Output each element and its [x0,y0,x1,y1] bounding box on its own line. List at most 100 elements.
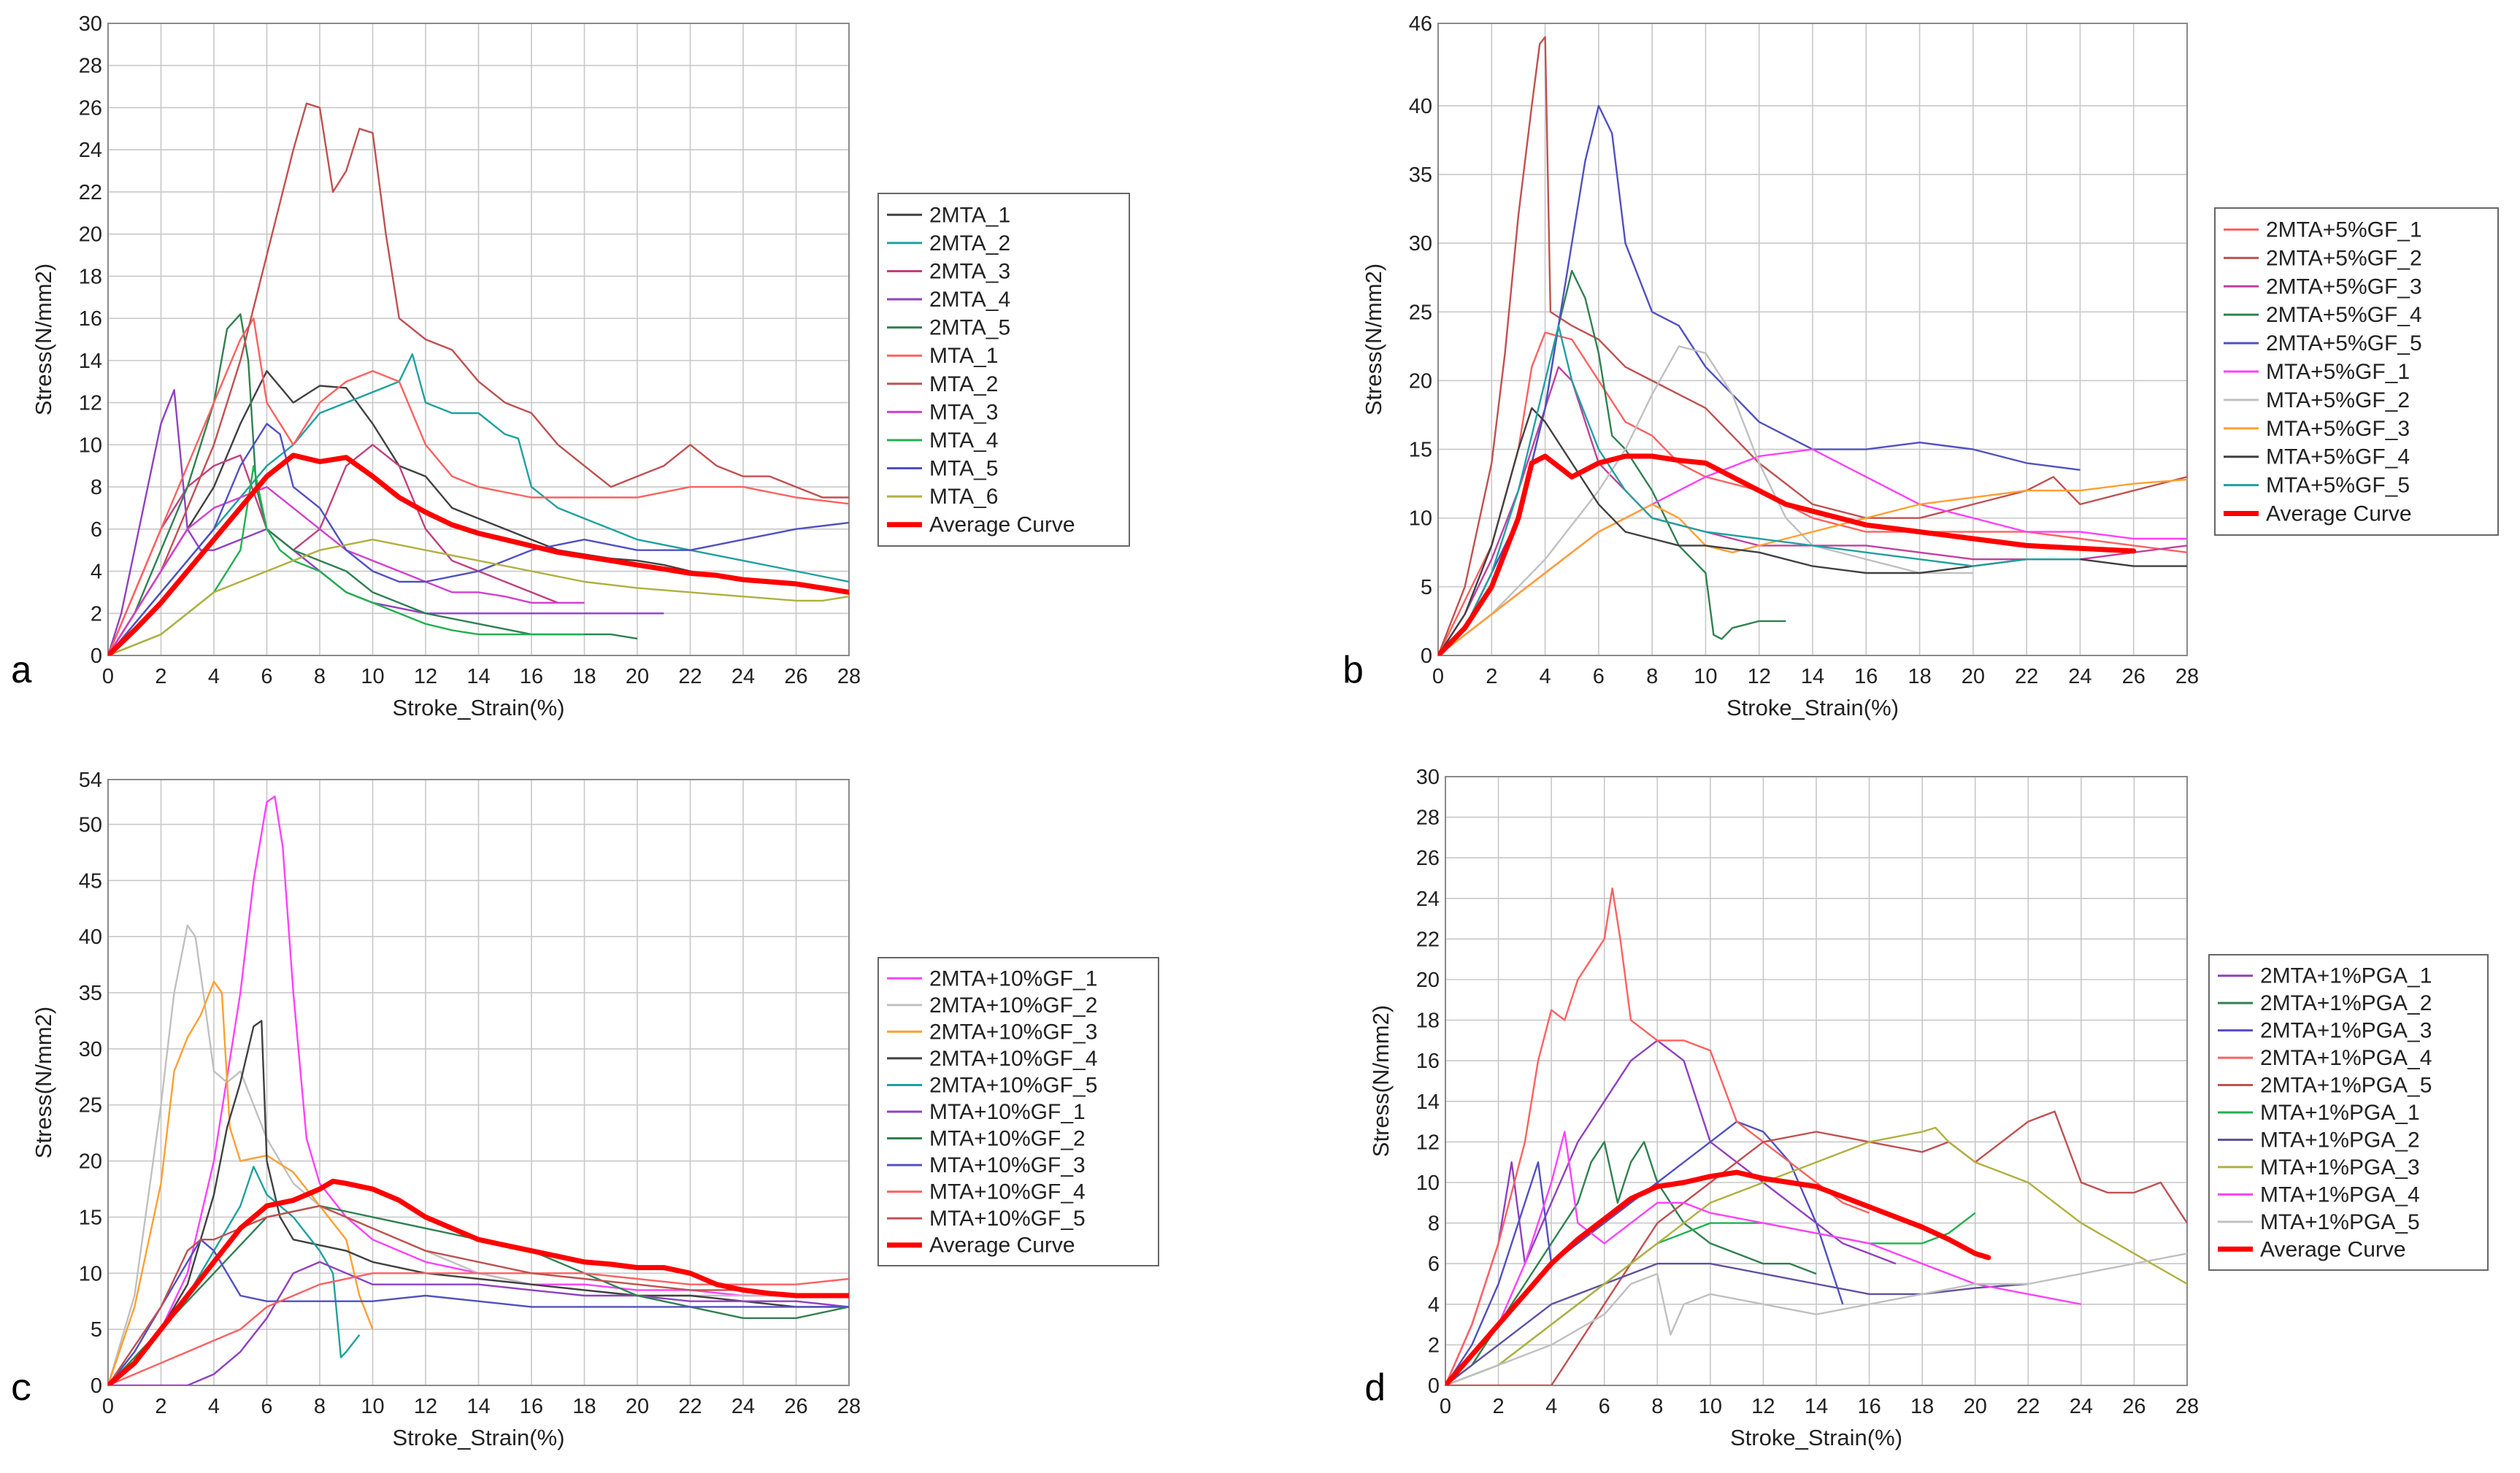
x-tick-label: 2 [1493,1395,1505,1418]
y-tick-label: 5 [91,1318,102,1342]
y-tick-label: 15 [79,1206,102,1229]
legend-entry: MTA+1%PGA_5 [2260,1210,2420,1234]
series-line [108,353,849,655]
x-tick-label: 6 [1593,665,1605,688]
y-tick-label: 5 [1421,576,1432,599]
legend-entry: 2MTA+5%GF_4 [2266,303,2422,327]
x-tick-label: 16 [1854,665,1878,688]
legend-entry: MTA+10%GF_3 [929,1153,1086,1177]
legend: 2MTA+1%PGA_1 2MTA+1%PGA_2 2MTA+1%PGA_3 2MTA… [2208,954,2489,1271]
x-tick-label: 24 [731,1395,755,1418]
legend-entry: MTA_5 [929,457,998,481]
y-tick-label: 4 [91,561,102,584]
x-tick-label: 2 [155,665,166,688]
x-tick-label: 4 [1540,665,1551,688]
y-tick-label: 10 [1416,1172,1440,1195]
series-line [1438,331,2187,655]
legend-entry: MTA+5%GF_4 [2266,445,2410,469]
average-curve-line [1445,1169,1991,1385]
x-tick-label: 0 [102,665,114,688]
series-line [1438,325,2081,655]
series-line [108,465,585,655]
legend-entry: MTA+1%PGA_1 [2260,1101,2420,1125]
x-tick-label: 14 [466,665,490,688]
x-tick-label: 8 [314,1395,326,1418]
y-tick-label: 20 [79,223,102,247]
series-line [108,1020,849,1385]
average-curve-line [1438,453,2137,655]
y-tick-label: 35 [1409,164,1432,187]
x-tick-label: 10 [361,1395,384,1418]
y-tick-label: 0 [91,645,102,668]
series-line [108,539,849,655]
x-tick-label: 28 [837,665,861,688]
panel-c: 0 2 4 6 8 10 12 14 16 18 20 22 24 26 28051015202530354… [10,769,1159,1450]
y-tick-label: 26 [79,96,102,120]
legend-entry: MTA+10%GF_2 [929,1127,1086,1151]
x-tick-label: 16 [520,1395,543,1418]
average-curve-line [108,453,849,655]
x-tick-label: 28 [837,1395,861,1418]
series-line [108,1261,849,1385]
x-tick-label: 0 [102,1395,114,1418]
x-tick-label: 12 [1751,1395,1775,1418]
series-line [1445,1110,2187,1385]
y-tick-label: 6 [91,518,102,542]
legend-entry: MTA+1%PGA_4 [2260,1182,2420,1207]
series-line [1438,478,2187,655]
legend-entry: 2MTA+10%GF_3 [929,1020,1097,1044]
x-tick-label: 12 [414,665,437,688]
legend-entry: 2MTA+10%GF_4 [929,1047,1097,1071]
series-line [108,313,638,655]
legend-entry: 2MTA_5 [929,316,1010,340]
legend-entry: 2MTA+1%PGA_1 [2260,964,2432,988]
y-tick-label: 0 [1421,645,1432,668]
y-tick-label: 2 [91,602,102,626]
y-tick-label: 26 [1416,847,1440,870]
y-tick-label: 20 [79,1150,102,1174]
legend-entry: 2MTA_3 [929,259,1010,283]
legend-entry: 2MTA+10%GF_2 [929,993,1097,1018]
plot-frame [107,23,850,656]
series-line [108,1204,849,1385]
y-tick-label: 2 [1428,1334,1440,1357]
legend-entry: 2MTA_2 [929,231,1010,255]
average-curve-line [108,1178,849,1385]
legend-entry: Average Curve [929,1234,1075,1258]
x-tick-label: 26 [2122,1395,2146,1418]
series-line [1445,1253,2187,1385]
x-tick-label: 4 [208,1395,220,1418]
y-tick-label: 25 [1409,301,1432,324]
x-tick-label: 0 [1432,665,1444,688]
legend-entry: MTA+10%GF_5 [929,1207,1086,1231]
legend-entry: 2MTA+1%PGA_4 [2260,1046,2432,1070]
legend-frame [877,957,1159,1266]
y-tick-label: 28 [79,55,102,78]
y-tick-label: 54 [79,769,102,792]
y-tick-label: 46 [1409,12,1432,36]
legend-entry: MTA+10%GF_4 [929,1180,1086,1204]
x-tick-label: 28 [2175,1395,2199,1418]
y-tick-label: 0 [1428,1374,1440,1398]
series-line [108,980,374,1385]
legend: 2MTA_1 2MTA_2 2MTA_3 2MTA_4 2MTA_5 MTA_1 MTA_2… [877,193,1130,547]
y-tick-label: 24 [79,139,102,162]
x-tick-label: 2 [1486,665,1497,688]
x-axis-label: Stroke_Strain(%) [392,695,564,720]
legend-entry: Average Curve [2266,502,2412,526]
x-tick-label: 26 [2122,665,2146,688]
x-tick-label: 18 [572,1395,596,1418]
x-tick-label: 22 [678,1395,702,1418]
y-tick-label: 8 [1428,1212,1440,1236]
legend-entry: 2MTA+1%PGA_5 [2260,1074,2432,1098]
x-tick-label: 28 [2175,665,2199,688]
y-tick-label: 12 [79,392,102,415]
plot-frame [1445,776,2188,1386]
series-line [108,423,849,655]
x-tick-label: 14 [1801,665,1824,688]
x-tick-label: 4 [208,665,220,688]
legend-entry: MTA+5%GF_5 [2266,474,2410,498]
y-tick-label: 50 [79,813,102,837]
x-tick-label: 6 [1599,1395,1610,1418]
plot-frame [1437,23,2188,656]
